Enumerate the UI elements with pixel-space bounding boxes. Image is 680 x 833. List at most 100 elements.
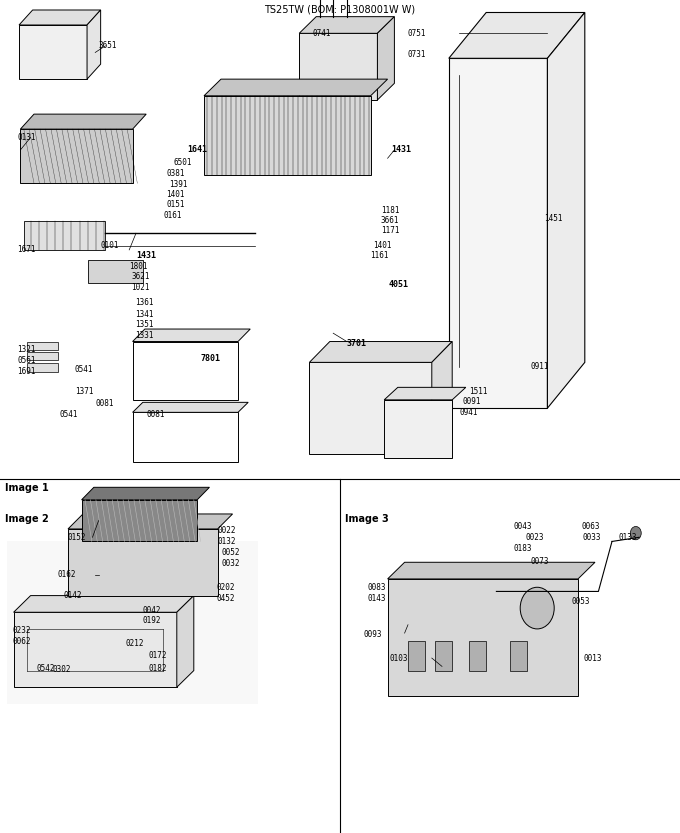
Text: 0081: 0081 (146, 410, 165, 418)
Text: 0183: 0183 (513, 544, 532, 552)
Polygon shape (20, 114, 146, 129)
Polygon shape (377, 17, 394, 100)
Polygon shape (87, 10, 101, 79)
Polygon shape (299, 17, 394, 33)
Circle shape (630, 526, 641, 540)
Text: 1401: 1401 (167, 190, 185, 198)
Text: 0053: 0053 (571, 597, 590, 606)
Text: 1021: 1021 (131, 283, 150, 292)
Text: 1181: 1181 (381, 207, 399, 215)
Text: 0132: 0132 (218, 537, 236, 546)
Text: 1171: 1171 (381, 227, 399, 235)
Text: 0143: 0143 (367, 594, 386, 602)
Bar (384, 400, 452, 458)
Text: 1391: 1391 (169, 180, 187, 188)
Text: 0162: 0162 (58, 571, 76, 579)
Text: 1671: 1671 (17, 246, 35, 254)
Polygon shape (384, 387, 466, 400)
Bar (133, 412, 238, 462)
Text: 0381: 0381 (167, 169, 185, 177)
Circle shape (520, 587, 554, 629)
Polygon shape (388, 562, 595, 579)
Polygon shape (309, 342, 452, 362)
Text: 1371: 1371 (75, 387, 93, 396)
Text: 3621: 3621 (131, 272, 150, 281)
Bar (469, 641, 486, 671)
Bar (88, 260, 143, 283)
Text: 0541: 0541 (75, 366, 93, 374)
Text: 0142: 0142 (63, 591, 82, 600)
Text: 0941: 0941 (459, 408, 477, 416)
Text: 0033: 0033 (583, 533, 601, 541)
Text: 7801: 7801 (201, 354, 220, 362)
Text: 1691: 1691 (17, 367, 35, 376)
Text: 0561: 0561 (17, 357, 35, 365)
Bar (68, 529, 218, 596)
Text: 0063: 0063 (581, 522, 600, 531)
Text: 0101: 0101 (101, 242, 119, 250)
Polygon shape (449, 12, 585, 58)
Text: 0062: 0062 (12, 637, 31, 646)
Text: 0093: 0093 (364, 631, 382, 639)
Polygon shape (177, 596, 194, 687)
Bar (24, 221, 105, 250)
Text: 1331: 1331 (135, 332, 153, 340)
Text: 0232: 0232 (12, 626, 31, 635)
Text: 0751: 0751 (408, 29, 426, 37)
Text: 0022: 0022 (218, 526, 236, 535)
Polygon shape (19, 10, 101, 25)
Text: 0032: 0032 (221, 559, 239, 567)
Text: 3661: 3661 (381, 217, 399, 225)
Text: Image 2: Image 2 (5, 514, 49, 524)
Text: 0152: 0152 (68, 533, 86, 541)
Text: 0542: 0542 (36, 664, 54, 672)
Text: 1451: 1451 (544, 214, 562, 222)
Text: 1401: 1401 (373, 242, 391, 250)
Bar (19, 25, 87, 79)
Bar (82, 500, 197, 541)
Text: 0192: 0192 (143, 616, 161, 625)
Text: Image 1: Image 1 (5, 483, 49, 493)
Bar (309, 362, 432, 454)
Text: 0212: 0212 (126, 639, 144, 647)
Bar (435, 641, 452, 671)
Text: 0911: 0911 (530, 362, 549, 371)
Polygon shape (133, 329, 250, 342)
Text: 0131: 0131 (17, 133, 35, 142)
Text: TS25TW (BOM: P1308001W W): TS25TW (BOM: P1308001W W) (265, 4, 415, 14)
Text: 0103: 0103 (390, 654, 408, 662)
Text: 0083: 0083 (367, 583, 386, 591)
Polygon shape (204, 79, 388, 96)
Bar (204, 96, 371, 175)
Bar (133, 342, 238, 400)
Text: 0023: 0023 (526, 533, 544, 541)
Text: 0151: 0151 (167, 201, 185, 209)
Text: 1801: 1801 (129, 262, 148, 271)
Text: 0091: 0091 (462, 397, 481, 406)
Bar (299, 33, 377, 100)
Text: 0741: 0741 (313, 29, 331, 37)
Text: 1361: 1361 (135, 298, 153, 307)
Bar (7, 541, 258, 704)
Text: 1351: 1351 (135, 321, 153, 329)
Bar (408, 641, 425, 671)
Polygon shape (547, 12, 585, 408)
Text: 0302: 0302 (52, 666, 71, 674)
Text: 1511: 1511 (469, 387, 488, 396)
Bar (510, 641, 527, 671)
Bar (20, 129, 133, 183)
Polygon shape (14, 596, 194, 612)
Text: 0452: 0452 (216, 594, 235, 602)
Bar (388, 579, 578, 696)
Text: 0073: 0073 (530, 557, 549, 566)
Text: 3651: 3651 (99, 42, 117, 50)
Polygon shape (68, 514, 233, 529)
Text: 1341: 1341 (135, 310, 153, 318)
Text: 0081: 0081 (95, 399, 114, 407)
Text: 0172: 0172 (148, 651, 167, 660)
Text: 4051: 4051 (389, 281, 409, 289)
Bar (449, 58, 547, 408)
Text: 1161: 1161 (371, 252, 389, 260)
Bar (27, 342, 58, 350)
Text: 0182: 0182 (148, 664, 167, 672)
